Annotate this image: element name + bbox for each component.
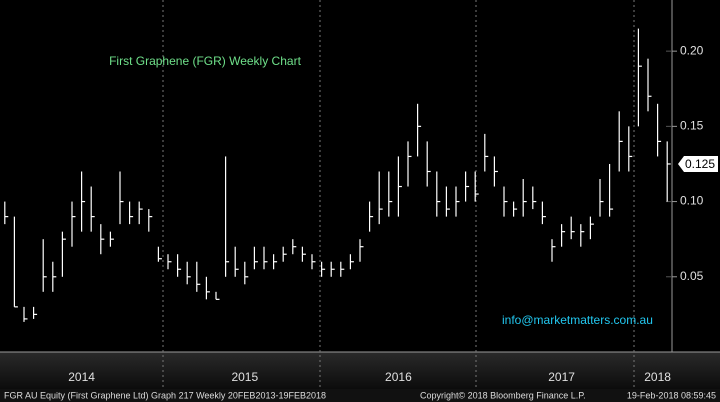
x-tick-label: 2016 — [385, 370, 412, 384]
footer-right: 19-Feb-2018 08:59:45 — [627, 390, 716, 400]
y-tick-label: 0.20 — [680, 43, 704, 57]
footer-center: Copyright© 2018 Bloomberg Finance L.P. — [420, 390, 586, 400]
footer-left: FGR AU Equity (First Graphene Ltd) Graph… — [4, 390, 326, 400]
chart-title: First Graphene (FGR) Weekly Chart — [109, 54, 301, 68]
x-tick-label: 2018 — [644, 370, 671, 384]
last-price-label: 0.125 — [685, 157, 715, 171]
last-price-box — [678, 155, 718, 172]
annotation: info@marketmatters.com.au — [502, 313, 653, 327]
time-axis-band — [0, 352, 720, 389]
x-tick-label: 2017 — [548, 370, 575, 384]
x-tick-label: 2014 — [68, 370, 95, 384]
y-tick-label: 0.15 — [680, 119, 704, 133]
y-tick-label: 0.10 — [680, 194, 704, 208]
x-tick-label: 2015 — [231, 370, 258, 384]
footer-band — [0, 389, 720, 402]
y-tick-label: 0.05 — [680, 269, 704, 283]
